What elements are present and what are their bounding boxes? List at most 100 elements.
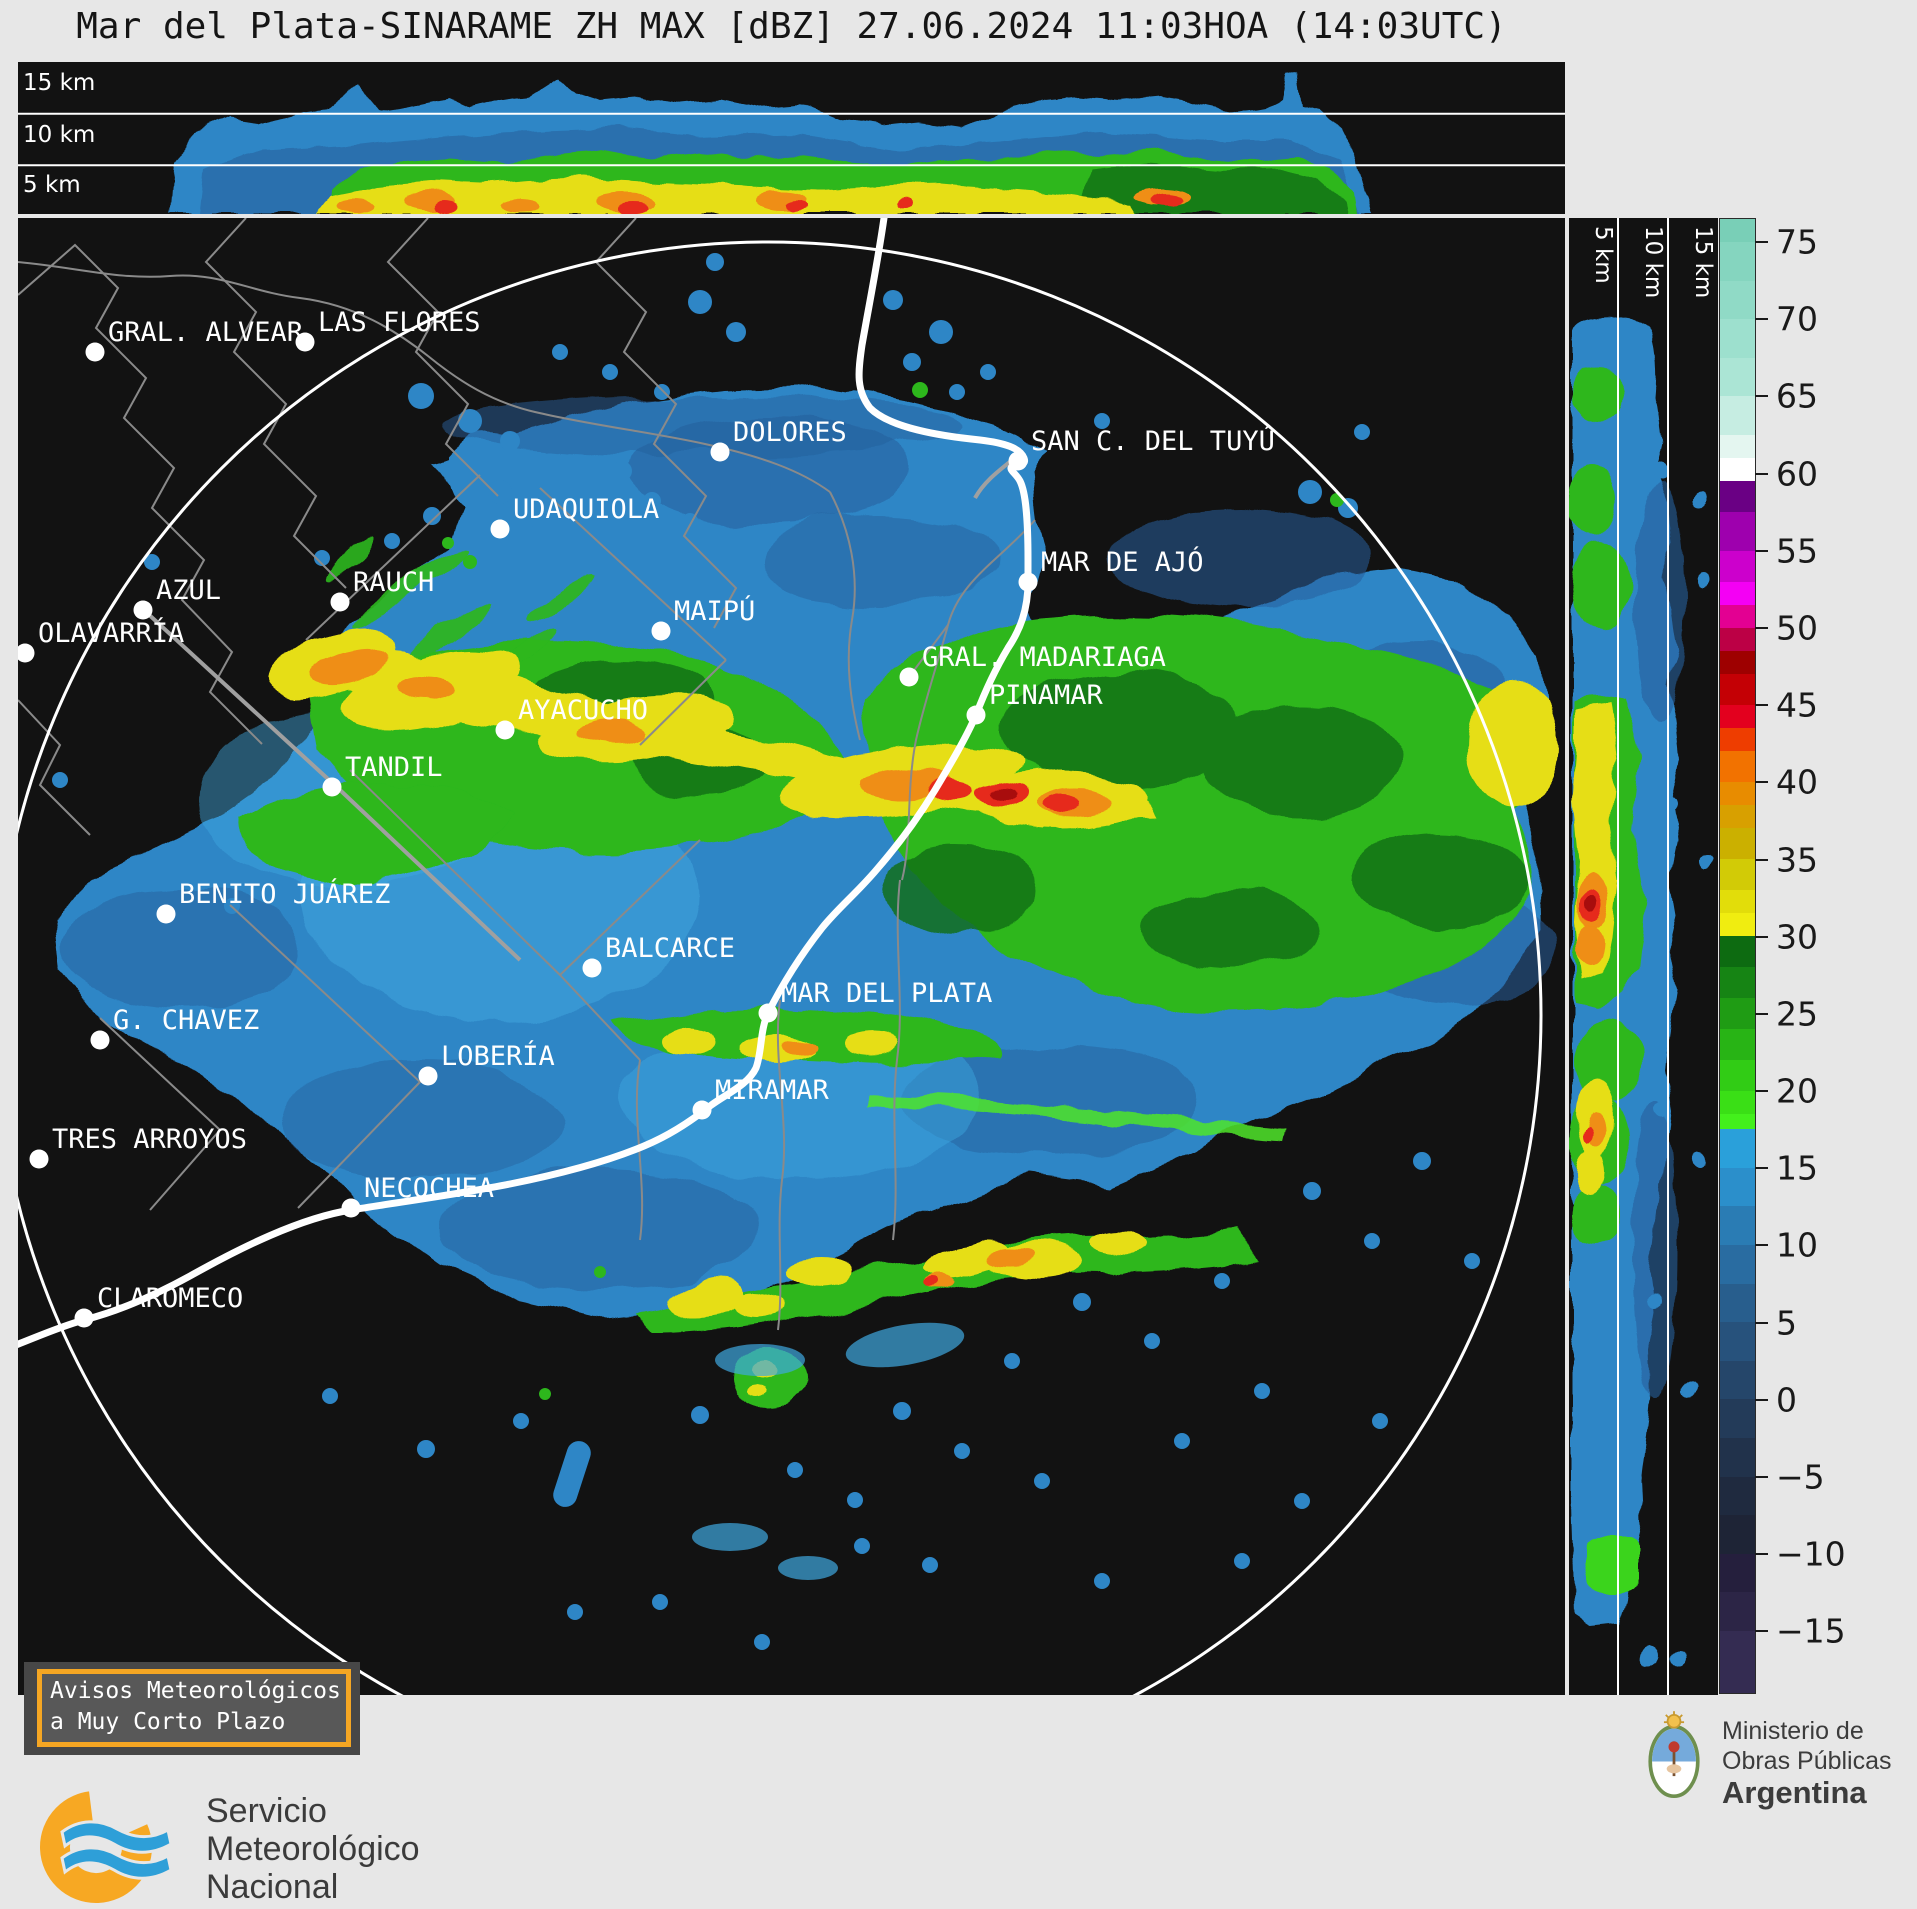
echo-dot: [854, 1538, 870, 1554]
echo-dot: [1004, 1353, 1020, 1369]
echo-dot: [612, 461, 632, 481]
city-dot: [85, 342, 105, 362]
alert-box[interactable]: Avisos Meteorológicos a Muy Corto Plazo: [24, 1662, 360, 1755]
alert-line-2: a Muy Corto Plazo: [50, 1709, 286, 1735]
right-panel-label-5km: 5 km: [1590, 226, 1616, 284]
top-panel-label-10km: 10 km: [23, 122, 95, 148]
colorbar-band: [1720, 1476, 1755, 1516]
colorbar-band: [1720, 435, 1755, 459]
city-dot: [710, 442, 730, 462]
city-dot: [651, 621, 671, 641]
echo-dot: [643, 492, 661, 510]
colorbar-band: [1720, 319, 1755, 358]
echo-dot: [929, 320, 953, 344]
city-label: TRES ARROYOS: [52, 1124, 247, 1155]
echo-dot: [912, 382, 928, 398]
colorbar-tick-label: 45: [1776, 685, 1818, 725]
city-dot: [295, 332, 315, 352]
echo-dot: [1298, 480, 1322, 504]
echo-dot: [322, 1388, 338, 1404]
echo-dot: [384, 533, 400, 549]
colorbar-band: [1720, 604, 1755, 628]
echo-dot: [691, 1406, 709, 1424]
mop-line-3: Argentina: [1722, 1775, 1867, 1810]
colorbar-band: [1720, 396, 1755, 436]
colorbar-tick-mark: [1755, 549, 1768, 552]
city-dot: [322, 777, 342, 797]
echo-dot: [423, 507, 441, 525]
colorbar-band: [1720, 674, 1755, 706]
city-dot: [341, 1198, 361, 1218]
city-label: LAS FLORES: [318, 307, 481, 338]
echo-capsule: [553, 1441, 591, 1507]
mop-line-2: Obras Públicas: [1722, 1747, 1892, 1775]
echo-dot: [144, 554, 160, 570]
colorbar-band: [1720, 728, 1755, 752]
echo-dot: [567, 1604, 583, 1620]
echo-dot: [1254, 1383, 1270, 1399]
echo-dot: [442, 537, 454, 549]
echo-dot: [488, 480, 512, 504]
city-label: AYACUCHO: [518, 695, 648, 726]
smn-line-3: Nacional: [206, 1868, 339, 1906]
city-label: BALCARCE: [605, 933, 735, 964]
echo-dot: [408, 383, 434, 409]
echo-dot: [417, 1440, 435, 1458]
colorbar-tick-mark: [1755, 241, 1768, 244]
smn-line-2: Meteorológico: [206, 1830, 420, 1868]
echo-dot: [652, 1594, 668, 1610]
smn-logo: [40, 1791, 173, 1903]
alert-box-inner[interactable]: Avisos Meteorológicos a Muy Corto Plazo: [37, 1669, 351, 1747]
colorbar-tick-mark: [1755, 1398, 1768, 1401]
colorbar-band: [1720, 913, 1755, 937]
colorbar-tick-label: 15: [1776, 1148, 1818, 1188]
colorbar-tick-label: 30: [1776, 917, 1818, 957]
colorbar-band: [1720, 280, 1755, 320]
colorbar-band: [1720, 859, 1755, 891]
echo-dot: [1073, 1293, 1091, 1311]
colorbar-band: [1720, 512, 1755, 551]
echo-dot: [536, 506, 556, 526]
colorbar-tick-label: −5: [1776, 1457, 1825, 1497]
city-label: MAIPÚ: [674, 595, 755, 627]
colorbar-tick-label: 10: [1776, 1225, 1818, 1265]
mop-line-1: Ministerio de: [1722, 1717, 1864, 1745]
city-dot: [330, 592, 350, 612]
city-dot: [490, 519, 510, 539]
colorbar-tick-mark: [1755, 1475, 1768, 1478]
colorbar-band: [1720, 651, 1755, 675]
colorbar-tick-mark: [1755, 1553, 1768, 1556]
colorbar-band: [1720, 242, 1755, 281]
colorbar-band: [1720, 1399, 1755, 1438]
city-label: AZUL: [156, 575, 221, 606]
colorbar-band: [1720, 357, 1755, 397]
colorbar-band: [1720, 967, 1755, 999]
colorbar-band: [1720, 1553, 1755, 1593]
colorbar-tick-mark: [1755, 1321, 1768, 1324]
colorbar-band: [1720, 890, 1755, 914]
colorbar-tick-label: −15: [1776, 1611, 1846, 1651]
speckle-echo-dots: [52, 253, 1480, 1650]
city-dot: [966, 705, 986, 725]
colorbar-tick-label: 50: [1776, 608, 1818, 648]
smn-sun-icon: [40, 1791, 152, 1903]
city-dot: [1008, 451, 1028, 471]
colorbar-tick-mark: [1755, 1090, 1768, 1093]
colorbar-tick-label: 60: [1776, 454, 1818, 494]
echo-dot: [847, 1492, 863, 1508]
colorbar-band: [1720, 1630, 1755, 1693]
colorbar-tick-label: −10: [1776, 1534, 1846, 1574]
echo-dot: [1094, 1573, 1110, 1589]
colorbar-tick-mark: [1755, 1244, 1768, 1247]
colorbar-band: [1720, 782, 1755, 806]
city-dot: [582, 958, 602, 978]
colorbar-band: [1720, 1592, 1755, 1631]
city-dot: [18, 643, 35, 663]
colorbar-tick-mark: [1755, 627, 1768, 629]
city-dot: [90, 1030, 110, 1050]
mop-coat-of-arms-icon: [1648, 1711, 1700, 1799]
top-panel-label-5km: 5 km: [23, 172, 81, 198]
colorbar-tick-mark: [1755, 472, 1768, 475]
city-label: MAR DE AJÓ: [1041, 546, 1204, 578]
